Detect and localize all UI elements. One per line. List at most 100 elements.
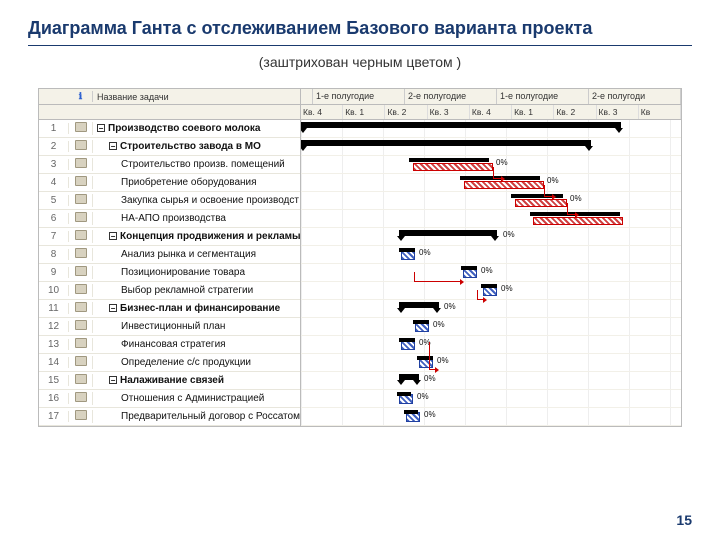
task-row[interactable]: 15−Налаживание связей — [39, 372, 300, 390]
task-id: 1 — [39, 123, 69, 134]
chart-row: 0% — [301, 408, 681, 426]
progress-label: 0% — [424, 374, 436, 383]
gantt-bar-plan[interactable] — [301, 122, 621, 126]
task-row[interactable]: 17Предварительный договор с Россатомо — [39, 408, 300, 426]
chart-row: 0% — [301, 174, 681, 192]
half-col: 2-е полугодие — [405, 89, 497, 104]
progress-label: 0% — [419, 248, 431, 257]
task-row[interactable]: 11 −Бизнес-план и финансирование — [39, 300, 300, 318]
gantt-bar-hatch[interactable] — [533, 217, 623, 225]
quarter-col: Кв. 4 — [301, 105, 343, 119]
dependency-link — [544, 185, 552, 197]
progress-label: 0% — [547, 176, 559, 185]
task-row[interactable]: 5Закупка сырья и освоение производст — [39, 192, 300, 210]
task-name: −Бизнес-план и финансирование — [93, 303, 300, 314]
gantt-bar-plan[interactable] — [409, 158, 489, 162]
task-name: −Строительство завода в МО — [93, 141, 300, 152]
gantt-bar-plan[interactable] — [413, 320, 429, 324]
timeline: 1-е полугодие2-е полугодие1-е полугодие2… — [301, 89, 681, 426]
gantt-bar-plan[interactable] — [399, 302, 439, 306]
gantt-bar-plan[interactable] — [404, 410, 418, 414]
quarter-col: Кв. 2 — [554, 105, 596, 119]
task-name: Определение с/с продукции — [93, 357, 300, 368]
task-id: 16 — [39, 393, 69, 404]
task-indicator — [69, 122, 93, 135]
task-id: 14 — [39, 357, 69, 368]
progress-label: 0% — [503, 230, 515, 239]
task-name: Предварительный договор с Россатомо — [93, 411, 300, 422]
chart-row — [301, 210, 681, 228]
task-indicator — [69, 248, 93, 261]
col-header-indicator: ℹ — [69, 91, 93, 102]
chart-row: 0% — [301, 354, 681, 372]
title-rule — [28, 45, 692, 46]
quarter-col: Кв. 3 — [597, 105, 639, 119]
gantt-bar-plan[interactable] — [399, 338, 415, 342]
gantt-bar-plan[interactable] — [461, 266, 477, 270]
gantt-bar-hatch[interactable] — [413, 163, 493, 171]
gantt-bar-hatch[interactable] — [464, 181, 544, 189]
task-row[interactable]: 10Выбор рекламной стратегии — [39, 282, 300, 300]
note-icon — [75, 356, 87, 366]
note-icon — [75, 374, 87, 384]
chart-body: 0%0%0%0%0%0%0%0%0%0%0%0%0%0% — [301, 120, 681, 426]
task-indicator — [69, 374, 93, 387]
task-row[interactable]: 7−Концепция продвижения и рекламы — [39, 228, 300, 246]
col-header-name: Название задачи — [93, 92, 300, 102]
progress-label: 0% — [424, 410, 436, 419]
dependency-arrow-icon — [501, 176, 505, 182]
task-row[interactable]: 13Финансовая стратегия — [39, 336, 300, 354]
progress-label: 0% — [570, 194, 582, 203]
task-name: Приобретение оборудования — [93, 177, 300, 188]
quarter-col: Кв — [639, 105, 681, 119]
gantt-bar-plan[interactable] — [481, 284, 497, 288]
dependency-link — [567, 203, 575, 215]
dependency-link — [414, 272, 460, 282]
task-row[interactable]: 9Позиционирование товара — [39, 264, 300, 282]
task-row[interactable]: 8Анализ рынка и сегментация — [39, 246, 300, 264]
note-icon — [75, 284, 87, 294]
task-indicator — [69, 176, 93, 189]
note-icon — [75, 338, 87, 348]
note-icon — [75, 194, 87, 204]
quarter-col: Кв. 1 — [343, 105, 385, 119]
collapse-icon[interactable]: − — [97, 124, 105, 132]
gantt-bar-plan[interactable] — [399, 248, 415, 252]
collapse-icon[interactable]: − — [109, 232, 117, 240]
chart-row — [301, 138, 681, 156]
gantt-bar-hatch[interactable] — [515, 199, 567, 207]
note-icon — [75, 140, 87, 150]
page-number: 15 — [676, 512, 692, 528]
half-col: 1-е полугодие — [313, 89, 405, 104]
task-row[interactable]: 2−Строительство завода в МО — [39, 138, 300, 156]
gantt-bar-plan[interactable] — [399, 374, 419, 378]
task-row[interactable]: 12Инвестиционный план — [39, 318, 300, 336]
progress-label: 0% — [501, 284, 513, 293]
task-row[interactable]: 6НА-АПО производства — [39, 210, 300, 228]
quarter-col: Кв. 2 — [385, 105, 427, 119]
chart-row: 0% — [301, 318, 681, 336]
quarter-col: Кв. 1 — [512, 105, 554, 119]
chart-row: 0% — [301, 336, 681, 354]
chart-row: 0% — [301, 228, 681, 246]
task-row[interactable]: 1−Производство соевого молока — [39, 120, 300, 138]
task-name: Финансовая стратегия — [93, 339, 300, 350]
note-icon — [75, 212, 87, 222]
gantt-bar-plan[interactable] — [397, 392, 411, 396]
gantt-bar-plan[interactable] — [399, 230, 497, 234]
gantt-bar-plan[interactable] — [301, 140, 591, 144]
task-indicator — [69, 158, 93, 171]
task-row[interactable]: 3Строительство произв. помещений — [39, 156, 300, 174]
collapse-icon[interactable]: − — [109, 304, 117, 312]
task-row[interactable]: 16Отношения с Администрацией — [39, 390, 300, 408]
task-header-row-1: ℹ Название задачи — [39, 89, 300, 105]
quarter-col: Кв. 3 — [428, 105, 470, 119]
collapse-icon[interactable]: − — [109, 376, 117, 384]
task-id: 8 — [39, 249, 69, 260]
task-name: Выбор рекламной стратегии — [93, 285, 300, 296]
task-row[interactable]: 4Приобретение оборудования — [39, 174, 300, 192]
task-name: Закупка сырья и освоение производст — [93, 195, 300, 206]
collapse-icon[interactable]: − — [109, 142, 117, 150]
task-row[interactable]: 14 Определение с/с продукции — [39, 354, 300, 372]
task-id: 11 — [39, 303, 69, 314]
